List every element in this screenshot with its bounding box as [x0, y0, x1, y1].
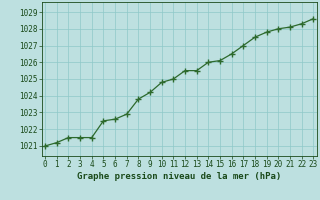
X-axis label: Graphe pression niveau de la mer (hPa): Graphe pression niveau de la mer (hPa) [77, 172, 281, 181]
